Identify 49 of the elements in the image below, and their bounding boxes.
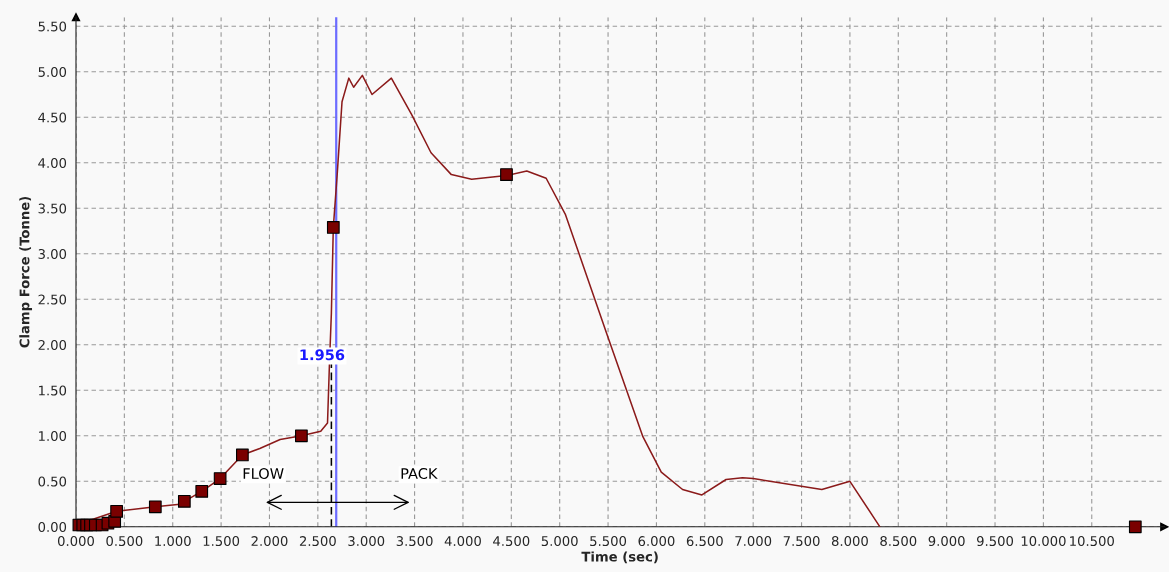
point (236, 448, 249, 462)
point (500, 168, 513, 181)
x-tick-label: 7.000 (735, 536, 772, 547)
y-tick-label: 4.00 (38, 157, 67, 168)
x-tick-label: 0.500 (106, 536, 143, 547)
y-tick-label: 0.00 (38, 522, 67, 533)
y-tick-label: 0.50 (38, 476, 67, 487)
x-tick-label: 10.500 (1070, 536, 1114, 547)
x-tick-label: 10.000 (1021, 536, 1066, 547)
x-tick-label: 3.000 (348, 536, 385, 547)
x-tick-label: 7.500 (783, 536, 820, 547)
x-tick-label: 6.000 (638, 536, 675, 547)
y-tick-label: 4.50 (38, 112, 67, 123)
x-tick-label: 2.000 (251, 536, 288, 547)
point (213, 472, 227, 485)
x-tick-label: 2.500 (299, 536, 336, 547)
point (195, 484, 209, 498)
y-tick-label: 2.00 (38, 340, 67, 350)
y-axis-title: Clamp Force (Tonne) (19, 196, 33, 348)
x-tick-label: 4.500 (493, 536, 530, 547)
x-axis-title: Time (sec) (581, 551, 658, 564)
y-tick-label: 3.50 (38, 203, 67, 214)
y-tick-label: 5.00 (38, 66, 67, 77)
y-tick-label: 3.00 (38, 249, 67, 259)
x-tick-label: 4.000 (444, 536, 481, 547)
point (1128, 520, 1142, 534)
x-tick-label: 0.000 (57, 536, 94, 547)
x-tick-label: 8.500 (880, 536, 917, 547)
x-tick-label: 5.000 (541, 536, 578, 547)
point (110, 504, 123, 518)
x-tick-label: 3.500 (396, 536, 433, 547)
y-tick-label: 1.50 (39, 385, 67, 396)
annotation: PACK (401, 468, 438, 480)
x-tick-label: 9.000 (928, 536, 965, 547)
point (177, 494, 191, 508)
x-tick-label: 9.500 (976, 536, 1014, 547)
annotation: FLOW (243, 468, 284, 480)
y-tick-label: 1.00 (39, 431, 67, 441)
point (326, 221, 340, 234)
x-tick-label: 6.500 (686, 536, 723, 547)
point (148, 500, 162, 514)
y-tick-label: 5.50 (38, 21, 67, 32)
x-tick-label: 8.000 (831, 536, 868, 547)
x-tick-label: 1.500 (203, 536, 240, 547)
y-tick-label: 2.50 (38, 294, 67, 305)
annotation: 1.956 (300, 349, 345, 361)
x-tick-label: 1.000 (155, 536, 191, 547)
point (295, 429, 308, 443)
x-tick-label: 5.500 (590, 536, 627, 547)
